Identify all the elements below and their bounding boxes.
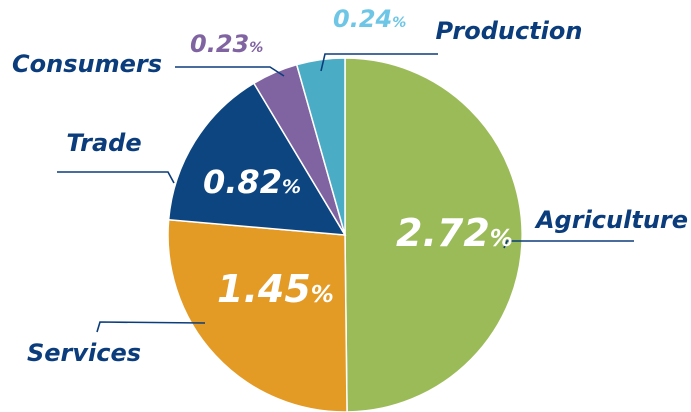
value-label-production: 0.24% xyxy=(333,5,406,33)
pie-labels: Agriculture 2.72% Services 1.45% Trade 0.82% C… xyxy=(12,5,688,367)
slice-agriculture xyxy=(344,57,523,412)
category-label-production: Production xyxy=(436,17,583,45)
category-label-agriculture: Agriculture xyxy=(534,206,688,234)
slice-production xyxy=(295,57,346,236)
leader-line-consumers xyxy=(175,66,285,77)
slice-trade xyxy=(167,82,347,236)
pie-slices xyxy=(167,57,523,412)
value-label-agriculture: 2.72% xyxy=(396,211,513,255)
leader-line-production xyxy=(320,53,438,72)
leader-line-trade xyxy=(57,171,175,184)
category-label-consumers: Consumers xyxy=(12,50,162,78)
value-label-services: 1.45% xyxy=(217,267,334,311)
leader-lines xyxy=(57,53,634,333)
value-label-consumers: 0.23% xyxy=(190,30,263,58)
leader-line-services xyxy=(96,321,206,333)
slice-services xyxy=(167,218,348,412)
category-label-services: Services xyxy=(27,339,141,367)
category-label-trade: Trade xyxy=(66,129,141,157)
leader-line-agriculture xyxy=(503,240,634,249)
value-label-trade: 0.82% xyxy=(203,163,301,201)
